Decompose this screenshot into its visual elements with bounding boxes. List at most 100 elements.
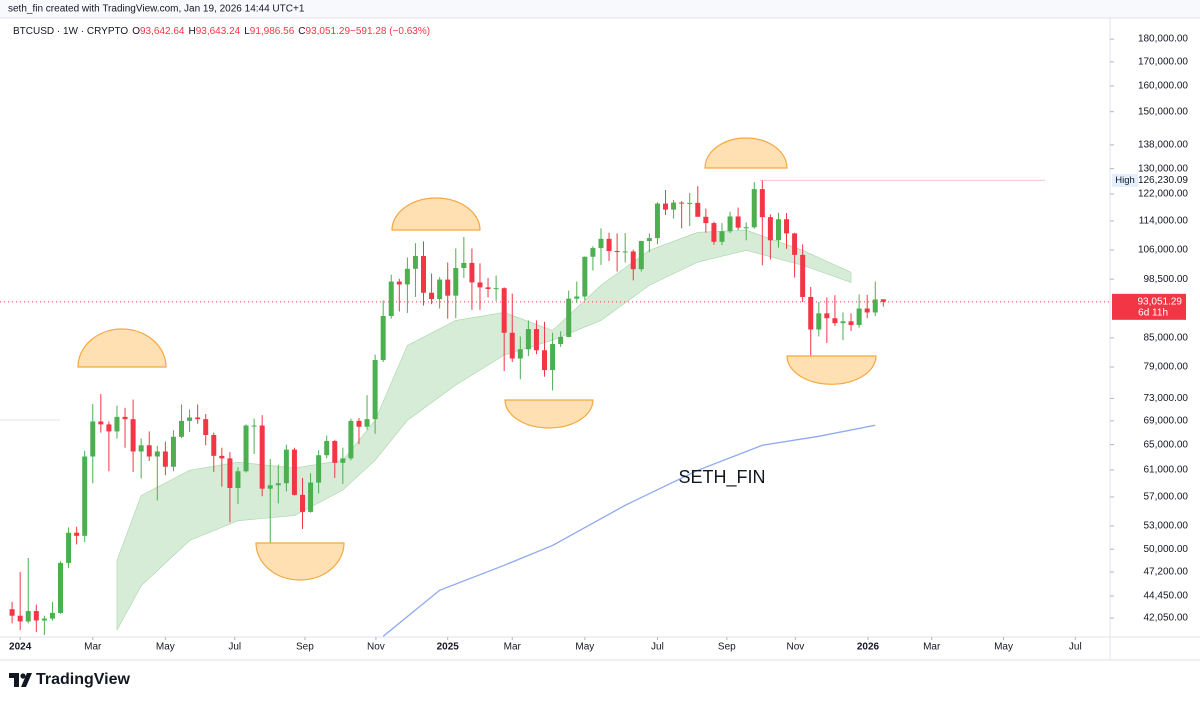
candle-body (429, 292, 435, 300)
price-tag-countdown: 6d 11h (1138, 307, 1168, 318)
x-tick-label: Sep (296, 642, 314, 653)
legend-value: 93,643.24 (196, 26, 241, 37)
candle-body (671, 202, 677, 210)
candle-body (308, 482, 314, 512)
candle-body (372, 360, 378, 420)
candle-body (654, 203, 660, 239)
candle-body (735, 216, 741, 228)
y-tick-label: 42,050.00 (1144, 613, 1189, 624)
candle-body (33, 611, 39, 621)
cloud-band (116, 229, 852, 631)
candle-body (533, 329, 539, 351)
y-tick-label: 65,000.00 (1144, 439, 1189, 450)
price-tag-value: 93,051.29 (1138, 296, 1183, 307)
high-tag (1112, 173, 1138, 187)
candle-body (759, 189, 765, 218)
candle-body (848, 321, 854, 325)
x-tick-label: Mar (923, 642, 941, 653)
y-tick-label: 160,000.00 (1138, 81, 1188, 92)
candle-body (477, 282, 483, 288)
candle-body (469, 262, 475, 283)
candle-body (461, 262, 467, 269)
legend-key: H (188, 26, 195, 37)
candle-body (832, 318, 838, 324)
candle-body (727, 216, 733, 232)
x-tick-label: May (575, 642, 594, 653)
x-tick-label: May (994, 642, 1013, 653)
candle-body (130, 419, 136, 452)
candle-body (501, 288, 507, 333)
candle-body (751, 189, 757, 228)
candle-body (114, 416, 120, 432)
y-tick-label: 47,200.00 (1144, 567, 1189, 578)
y-tick-label: 69,000.00 (1144, 416, 1189, 427)
candle-body (235, 471, 241, 488)
candle-body (743, 227, 749, 229)
candle-body (453, 268, 459, 296)
y-tick-label: 73,000.00 (1144, 393, 1189, 404)
y-tick-label: 53,000.00 (1144, 521, 1189, 532)
y-tick-label: 122,000.00 (1138, 189, 1188, 200)
candle-body (195, 417, 201, 420)
candle-body (880, 299, 886, 302)
x-tick-label: Jul (1069, 642, 1082, 653)
high-value: 126,230.09 (1138, 175, 1188, 186)
candle-body (170, 436, 176, 467)
x-tick-label: May (156, 642, 175, 653)
candle-body (98, 421, 104, 425)
candle-body (485, 287, 491, 289)
candle-body (17, 615, 23, 622)
candle-body (872, 299, 878, 313)
arc-top (391, 197, 481, 231)
x-tick-label: Nov (786, 642, 804, 653)
candle-body (275, 483, 281, 486)
x-tick-label: Nov (367, 642, 385, 653)
header-bar (0, 0, 1200, 18)
x-tick-label: Mar (84, 642, 102, 653)
candle-body (348, 420, 354, 459)
candle-body (517, 349, 523, 359)
candle-body (574, 296, 580, 299)
y-tick-label: 57,000.00 (1144, 492, 1189, 503)
y-tick-label: 150,000.00 (1138, 106, 1188, 117)
y-tick-label: 50,000.00 (1144, 544, 1189, 555)
candle-body (187, 417, 193, 421)
candle-body (162, 451, 168, 467)
candle-body (82, 456, 88, 536)
candle-body (590, 248, 596, 257)
candle-body (340, 458, 346, 463)
candle-body (622, 251, 628, 253)
candle-body (437, 279, 443, 300)
x-tick-label: Jul (228, 642, 241, 653)
legend-key: L (244, 26, 250, 37)
candle-body (74, 532, 80, 536)
candle-body (388, 281, 394, 316)
y-tick-label: 106,000.00 (1138, 245, 1188, 256)
candle-body (219, 455, 225, 459)
candle-body (630, 251, 636, 270)
candle-body (283, 449, 289, 484)
legend-value: 91,986.56 (250, 26, 295, 37)
symbol: BTCUSD · 1W · CRYPTO (13, 26, 128, 37)
candle-body (695, 202, 701, 217)
candle-body (711, 223, 717, 242)
candle-body (606, 238, 612, 252)
candle-body (9, 609, 15, 616)
logo-icon (9, 673, 32, 687)
candle-body (598, 238, 604, 249)
candle-body (179, 420, 185, 437)
candle-body (687, 202, 693, 204)
arc-top (77, 328, 167, 368)
candle-body (154, 451, 160, 457)
legend-value: 93,642.64 (140, 26, 185, 37)
candle-body (404, 268, 410, 285)
candle-body (421, 256, 427, 293)
candle-body (259, 425, 265, 489)
candle-body (445, 279, 451, 296)
candle-body (582, 256, 588, 297)
candle-body (646, 238, 652, 242)
candle-body (291, 449, 297, 495)
legend-value: −591.28 (−0.63%) (350, 26, 430, 37)
candle-body (300, 494, 306, 512)
